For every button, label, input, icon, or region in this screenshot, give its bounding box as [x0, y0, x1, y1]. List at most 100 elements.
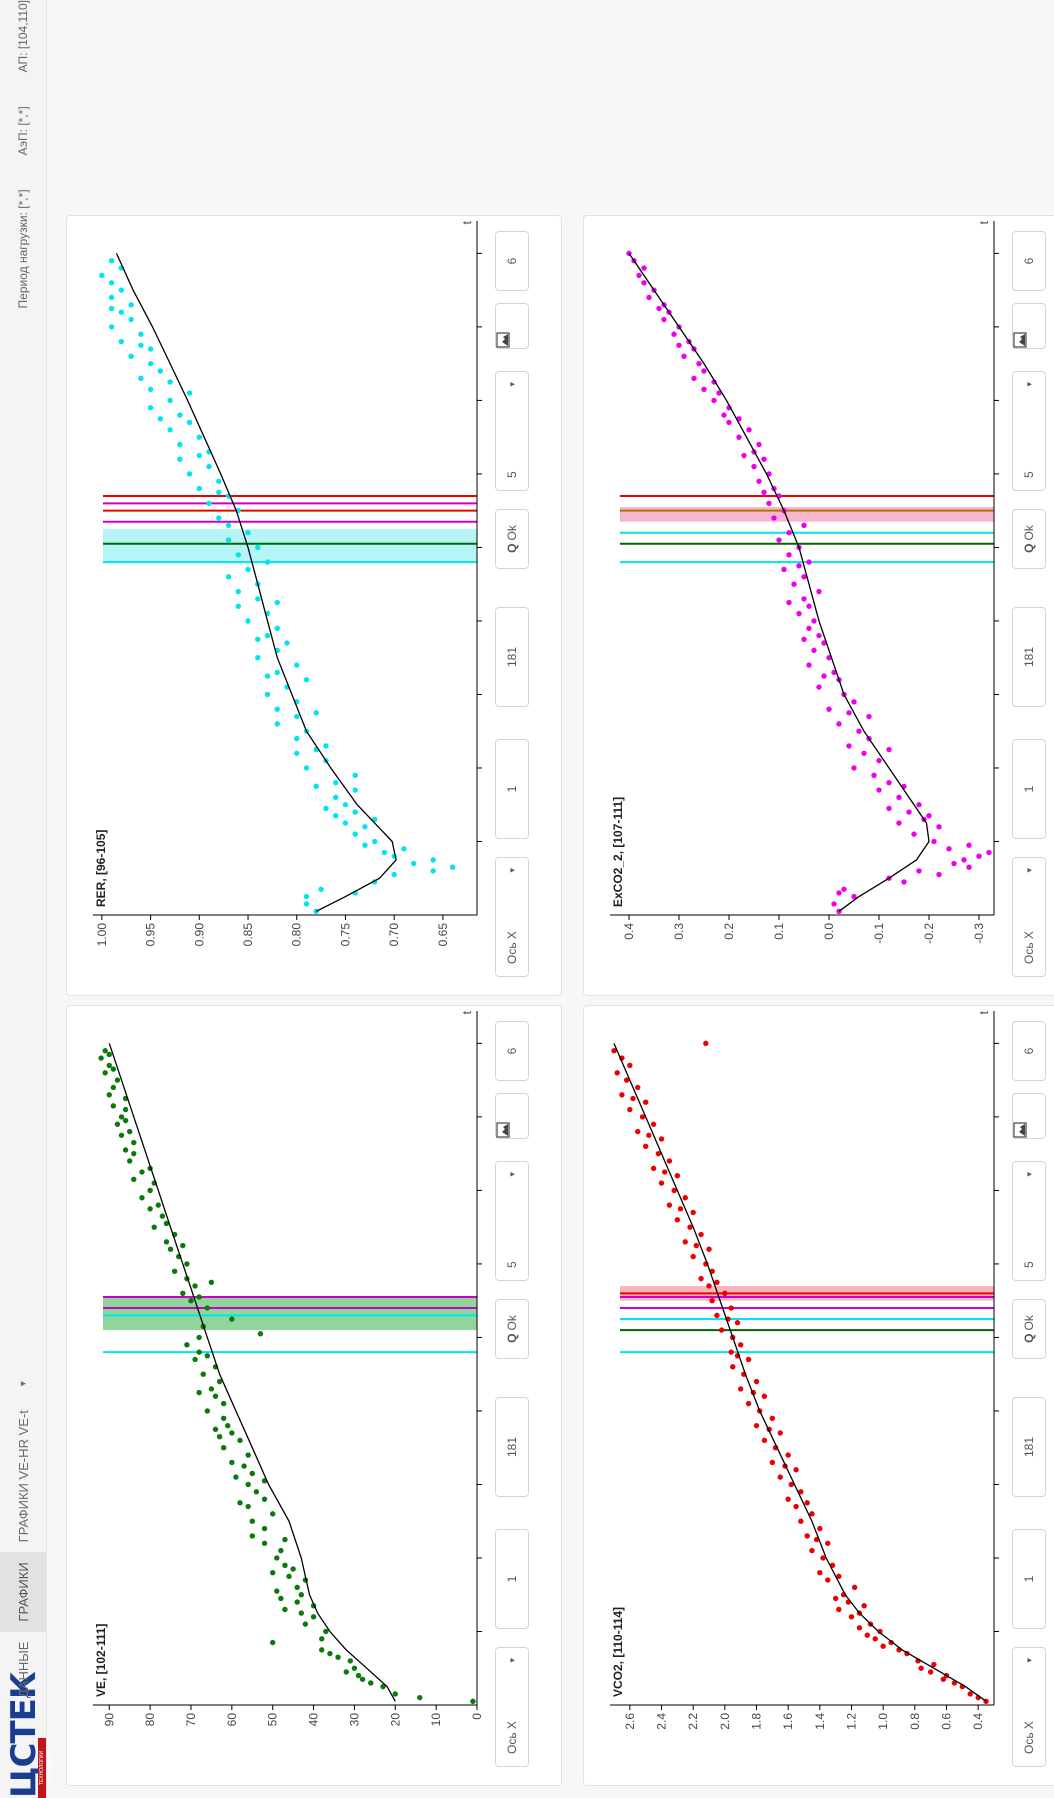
degree-select[interactable]: 5 ▾	[1012, 371, 1046, 491]
data-point	[832, 1595, 839, 1602]
search-icon: Q	[505, 543, 519, 553]
x-max-input[interactable]: 181	[1012, 1397, 1046, 1497]
data-point	[716, 390, 722, 396]
data-point	[674, 1217, 681, 1223]
export-button[interactable]	[495, 303, 529, 349]
data-point	[886, 805, 892, 812]
data-point	[347, 1658, 354, 1664]
data-point	[841, 886, 847, 892]
ok-button[interactable]: Q Ok	[495, 1299, 529, 1359]
x-max-input[interactable]: 181	[1012, 607, 1046, 707]
y-tick-label: -0.2	[922, 923, 936, 944]
data-point	[661, 1169, 668, 1175]
y-tick-label: 60	[225, 1713, 239, 1727]
data-point	[333, 794, 339, 801]
data-point	[641, 265, 647, 271]
data-point	[118, 1132, 125, 1138]
data-point	[106, 1062, 112, 1069]
data-point	[196, 1294, 202, 1300]
ok-button[interactable]: Q Ok	[1012, 509, 1046, 569]
y-tick-label: 0.1	[772, 923, 786, 940]
ok-button[interactable]: Q Ok	[495, 509, 529, 569]
count-input[interactable]: 6	[1012, 1021, 1046, 1081]
data-point	[666, 1202, 673, 1208]
degree-select[interactable]: 5 ▾	[495, 371, 529, 491]
export-button[interactable]	[1012, 1093, 1046, 1139]
data-point	[128, 353, 134, 359]
x-min-input[interactable]: 1	[1012, 739, 1046, 839]
data-point	[368, 1680, 374, 1686]
x-tick-label: 100	[1003, 1327, 1004, 1347]
data-point	[302, 1621, 309, 1627]
export-button[interactable]	[495, 1093, 529, 1139]
x-tick-label: 120	[1003, 464, 1004, 484]
chart-svg[interactable]: 0 10 20 30 40 50 60 70 80 90 20 40 60 80 100 120 140 160 1…	[67, 1006, 487, 1785]
axis-select[interactable]: Ось X ▾	[495, 857, 529, 977]
threshold-band	[103, 529, 477, 563]
data-point	[233, 1474, 239, 1480]
nav-dropdown-caret-icon[interactable]: ▾	[17, 1381, 29, 1387]
data-point	[255, 596, 261, 602]
data-point	[851, 699, 857, 705]
data-point	[342, 802, 349, 808]
axis-select[interactable]: Ось X ▾	[495, 1647, 529, 1767]
data-point	[690, 1209, 696, 1216]
data-point	[766, 500, 772, 507]
axis-select[interactable]: Ось X ▾	[1012, 857, 1046, 977]
data-point	[138, 342, 144, 348]
chart-svg[interactable]: 1.00 0.95 0.90 0.85 0.80 0.75 0.70 0.65 20 40 60 80…	[67, 216, 487, 995]
data-point	[216, 489, 222, 495]
data-point	[381, 849, 388, 856]
tab-charts[interactable]: ГРАФИКИ	[0, 1552, 46, 1632]
data-point	[786, 530, 792, 536]
data-point	[138, 375, 144, 382]
data-point	[911, 831, 917, 837]
count-input-value: 6	[1022, 1047, 1036, 1055]
data-point	[851, 765, 857, 771]
x-max-input-value: 181	[505, 1436, 519, 1458]
tab-data[interactable]: ДАННЫЕ	[0, 1632, 46, 1708]
data-point	[235, 588, 241, 595]
data-point	[269, 1639, 276, 1646]
x-max-input[interactable]: 181	[495, 1397, 529, 1497]
degree-select[interactable]: 5 ▾	[1012, 1161, 1046, 1281]
data-point	[793, 1467, 799, 1473]
ok-button[interactable]: Q Ok	[1012, 1299, 1046, 1359]
y-tick-label: -0.3	[972, 923, 986, 944]
count-input[interactable]: 6	[495, 1021, 529, 1081]
data-point	[730, 1364, 736, 1370]
x-min-input[interactable]: 1	[495, 739, 529, 839]
x-min-input[interactable]: 1	[495, 1529, 529, 1629]
degree-select[interactable]: 5 ▾	[495, 1161, 529, 1281]
data-point	[817, 1525, 823, 1532]
chart-svg[interactable]: 0.4 0.3 0.2 0.1 0.0 -0.1 -0.2 -0.3 20 40 60 80 100 12…	[584, 216, 1004, 995]
chart-svg[interactable]: 2.6 2.4 2.2 2.0 1.8 1.6 1.4 1.2 1.0 0.8 0.6 0.4 20 40…	[584, 1006, 1004, 1785]
data-point	[430, 857, 436, 863]
count-input[interactable]: 6	[495, 231, 529, 291]
data-point	[785, 1452, 791, 1458]
axis-select[interactable]: Ось X ▾	[1012, 1647, 1046, 1767]
data-point	[122, 1117, 129, 1124]
data-point	[901, 879, 907, 885]
x-tick-label: 140	[1003, 1180, 1004, 1200]
data-point	[118, 287, 125, 293]
x-max-input[interactable]: 181	[495, 607, 529, 707]
data-point	[619, 1092, 625, 1098]
x-min-input[interactable]: 1	[1012, 1529, 1046, 1629]
data-point	[410, 860, 417, 867]
data-point	[327, 1650, 333, 1657]
data-point	[204, 1305, 211, 1311]
data-point	[122, 1147, 129, 1153]
data-point	[706, 1283, 712, 1289]
data-point	[220, 1415, 227, 1421]
tab-charts-ve-hr[interactable]: ГРАФИКИ VE-HR VE-t	[0, 1400, 46, 1552]
data-point	[793, 1503, 799, 1510]
data-point	[698, 1275, 704, 1282]
export-button[interactable]	[1012, 303, 1046, 349]
count-input[interactable]: 6	[1012, 231, 1046, 291]
data-point	[641, 280, 647, 286]
data-point	[896, 820, 902, 826]
chart-image-icon	[1013, 332, 1027, 348]
x-max-input-value: 181	[505, 646, 519, 668]
data-point	[323, 1628, 329, 1635]
